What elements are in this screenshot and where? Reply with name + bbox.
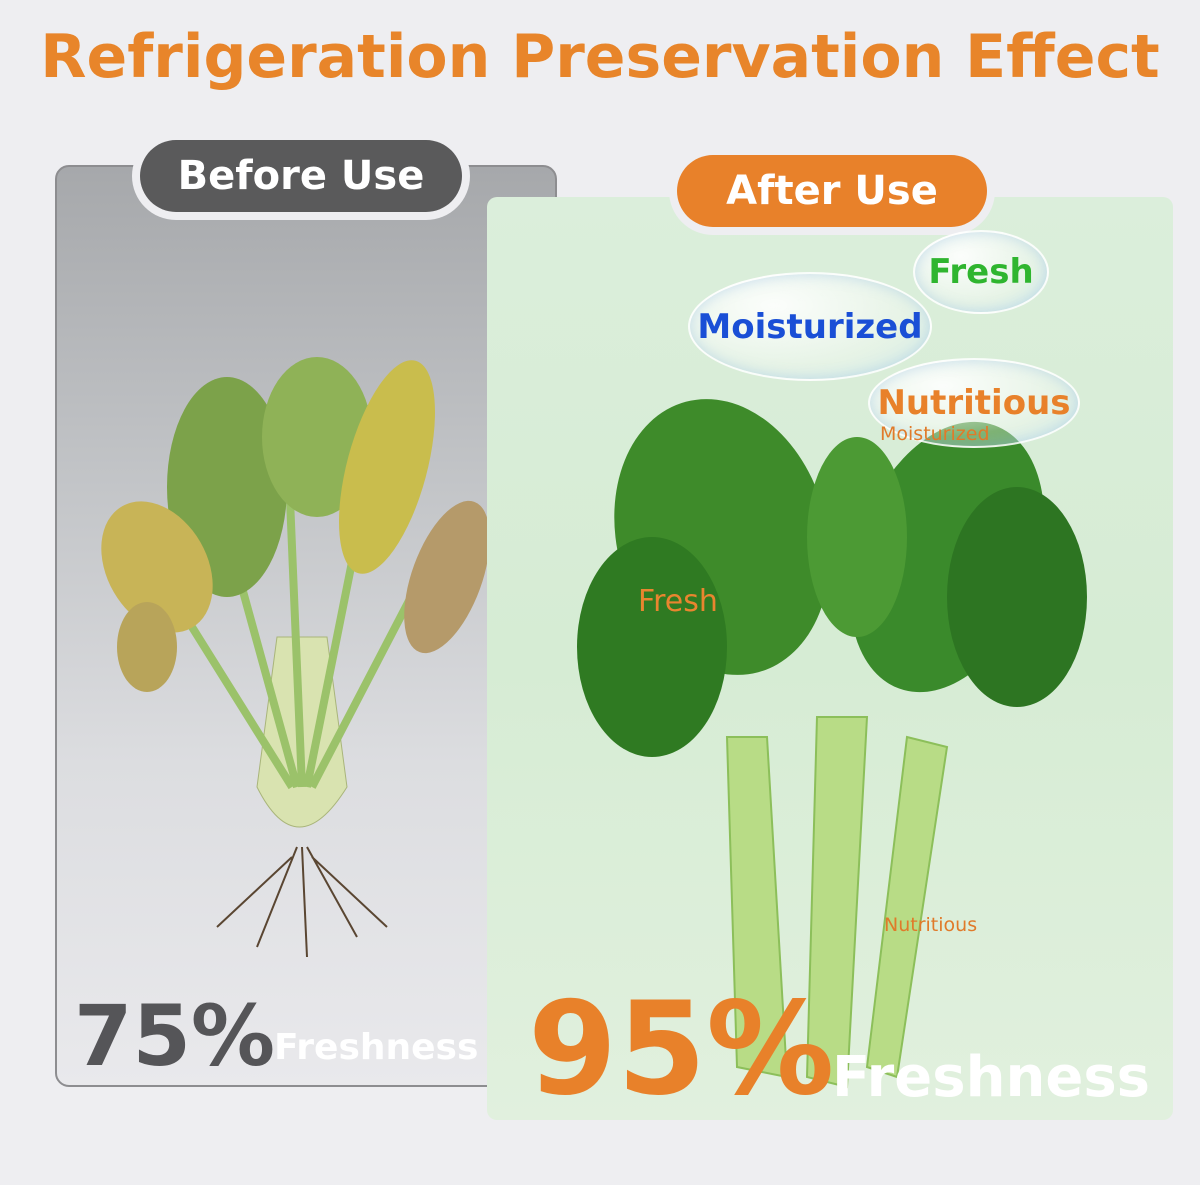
wilted-vegetable-image: [101, 357, 490, 958]
before-caption: Freshness: [274, 1027, 479, 1068]
fresh-small-text: Fresh: [638, 584, 718, 619]
after-caption: Freshness: [832, 1045, 1150, 1110]
moisturized-small-text: Moisturized: [880, 423, 990, 445]
before-percent: 75%: [74, 987, 276, 1085]
after-use-label: After Use: [677, 155, 987, 227]
nutritious-small-text: Nutritious: [884, 914, 978, 936]
before-panel: 75% Freshness: [55, 165, 557, 1087]
page-title: Refrigeration Preservation Effect: [40, 22, 1160, 92]
before-use-label: Before Use: [140, 140, 462, 212]
fresh-vegetable-image: [577, 399, 1087, 1089]
bubble-nutritious: Nutritious: [868, 358, 1080, 448]
bubble-moisturized: Moisturized: [688, 272, 932, 381]
after-percent: 95%: [528, 975, 835, 1124]
bubble-fresh: Fresh: [913, 230, 1049, 314]
